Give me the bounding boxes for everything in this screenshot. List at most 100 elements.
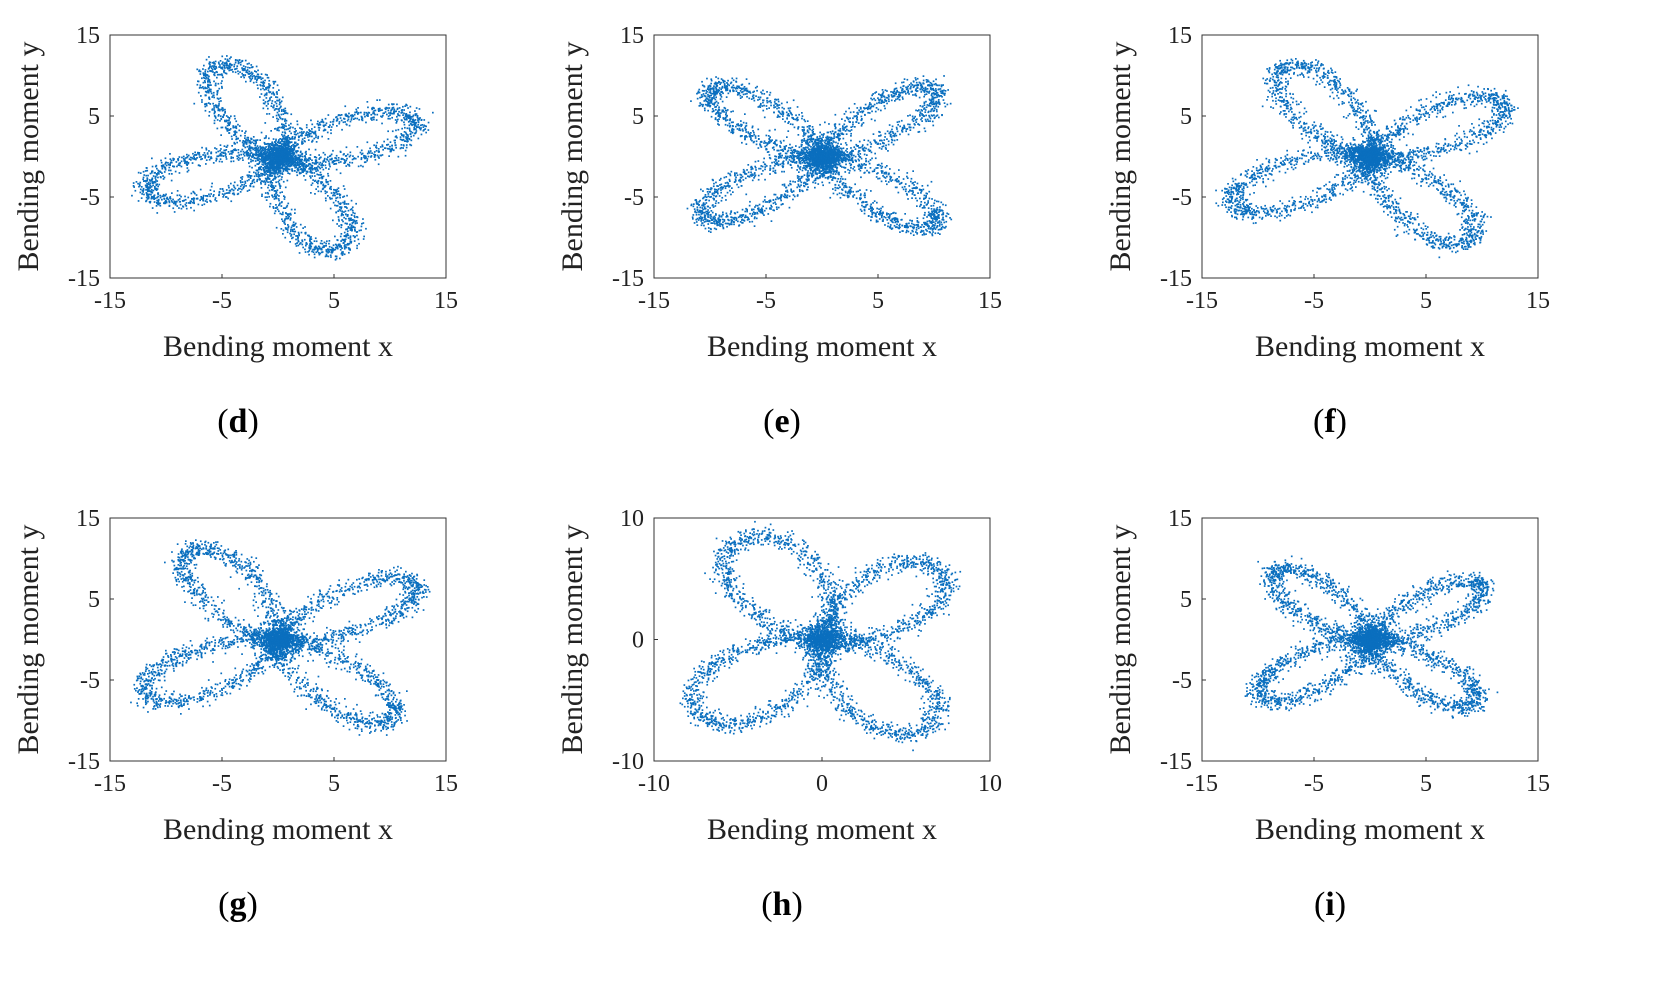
data-point <box>151 181 154 183</box>
data-point <box>769 141 771 144</box>
data-point <box>718 87 721 89</box>
data-point <box>408 124 411 127</box>
data-point <box>308 235 311 238</box>
data-point <box>339 196 341 199</box>
data-point <box>247 136 250 139</box>
data-point <box>335 197 337 199</box>
data-point <box>236 193 239 196</box>
data-point <box>726 82 728 84</box>
data-point <box>146 179 148 182</box>
data-point <box>341 238 344 241</box>
data-point <box>272 91 274 94</box>
data-point <box>347 217 350 220</box>
data-point <box>319 242 322 245</box>
data-point <box>226 63 228 65</box>
data-point <box>285 125 287 128</box>
data-point <box>254 149 257 152</box>
data-point <box>346 230 349 232</box>
data-point <box>262 160 265 163</box>
data-point <box>134 189 137 192</box>
data-point <box>217 106 219 109</box>
data-point <box>763 93 766 95</box>
data-point <box>335 199 337 202</box>
data-point <box>324 184 327 187</box>
data-point <box>329 180 332 182</box>
data-point <box>388 107 391 109</box>
data-point <box>346 242 349 245</box>
data-point <box>752 97 755 100</box>
data-point <box>221 85 223 88</box>
data-point <box>224 154 227 157</box>
data-point <box>271 147 274 150</box>
data-point <box>342 220 344 223</box>
data-point <box>288 145 290 148</box>
data-point <box>152 189 155 192</box>
data-point <box>269 84 271 87</box>
data-point <box>151 178 153 181</box>
data-point <box>271 141 274 144</box>
data-point <box>293 152 295 154</box>
data-point <box>286 204 289 207</box>
data-point <box>146 198 149 200</box>
data-point <box>410 135 412 138</box>
data-point <box>411 131 414 134</box>
data-point <box>354 212 356 215</box>
data-point <box>248 165 251 168</box>
data-point <box>261 180 264 183</box>
data-point <box>345 159 348 162</box>
data-point <box>267 89 270 91</box>
data-point <box>263 102 266 105</box>
data-point <box>792 117 794 119</box>
data-point <box>146 190 149 193</box>
data-point <box>378 99 381 101</box>
data-point <box>277 140 280 142</box>
data-point <box>746 92 748 95</box>
data-point <box>705 97 708 99</box>
data-point <box>325 242 327 245</box>
data-point <box>769 100 772 102</box>
data-point <box>301 132 303 135</box>
data-point <box>210 152 213 155</box>
data-point <box>226 59 229 62</box>
data-point <box>347 234 350 237</box>
data-point <box>225 72 228 75</box>
data-point <box>269 145 272 148</box>
data-point <box>237 62 240 65</box>
data-point <box>334 235 336 238</box>
data-point <box>227 184 230 187</box>
data-point <box>412 115 414 118</box>
data-point <box>347 247 350 249</box>
data-point <box>307 234 309 237</box>
data-point <box>185 205 188 207</box>
data-point <box>261 163 264 166</box>
data-point <box>340 226 343 229</box>
data-point <box>354 228 356 231</box>
data-point <box>379 109 382 112</box>
data-point <box>288 153 290 156</box>
data-point <box>773 148 775 151</box>
data-point <box>281 213 284 216</box>
data-point <box>176 190 179 192</box>
data-point <box>702 103 704 106</box>
data-point <box>410 139 413 142</box>
data-point <box>366 158 369 160</box>
data-point <box>711 92 714 95</box>
data-point <box>279 117 282 120</box>
data-point <box>169 169 172 172</box>
data-point <box>327 251 329 254</box>
data-point <box>392 149 395 152</box>
data-point <box>168 169 170 172</box>
data-point <box>267 159 269 161</box>
data-point <box>296 162 299 165</box>
data-point <box>267 181 269 183</box>
data-point <box>332 120 335 123</box>
data-point <box>414 114 417 117</box>
data-point <box>171 201 174 203</box>
data-point <box>773 101 776 103</box>
data-point <box>156 167 158 170</box>
data-point <box>282 233 284 235</box>
data-point <box>360 149 363 152</box>
data-point <box>337 218 340 221</box>
data-point <box>403 123 406 126</box>
data-point <box>311 168 314 171</box>
